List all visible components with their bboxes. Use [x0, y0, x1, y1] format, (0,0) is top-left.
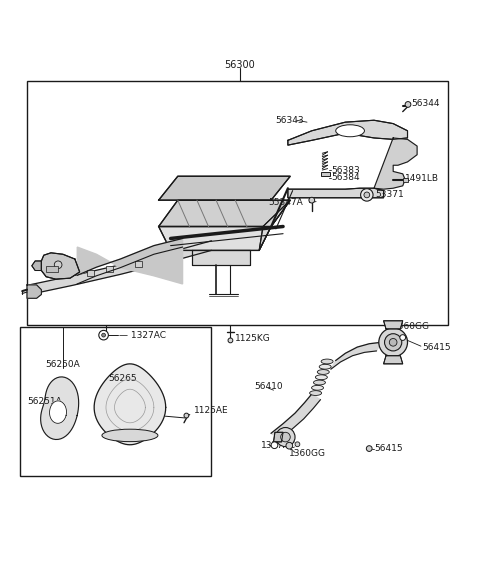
Text: 56344: 56344 [411, 99, 439, 107]
Polygon shape [158, 227, 271, 251]
Polygon shape [41, 253, 80, 279]
Circle shape [286, 443, 293, 449]
Polygon shape [288, 120, 408, 145]
Ellipse shape [321, 359, 333, 364]
Bar [106, 266, 113, 272]
Ellipse shape [312, 386, 324, 390]
Text: 56384: 56384 [331, 173, 360, 182]
Bar [322, 173, 330, 176]
Polygon shape [158, 200, 290, 227]
Text: 53371: 53371 [375, 190, 404, 200]
Polygon shape [384, 356, 403, 364]
Polygon shape [158, 176, 290, 200]
Polygon shape [274, 432, 283, 442]
Polygon shape [259, 200, 290, 251]
Text: 56300: 56300 [225, 60, 255, 70]
Text: 1360GG: 1360GG [393, 322, 430, 330]
Polygon shape [331, 342, 381, 369]
Bar [46, 266, 58, 272]
Text: 1360GG: 1360GG [289, 449, 326, 458]
Ellipse shape [102, 429, 158, 441]
Text: — 1327AC: — 1327AC [120, 330, 167, 340]
Circle shape [271, 442, 278, 448]
Ellipse shape [313, 380, 325, 385]
Circle shape [309, 197, 315, 203]
Text: 56343: 56343 [275, 116, 303, 125]
Circle shape [400, 335, 406, 340]
Polygon shape [288, 188, 384, 198]
Polygon shape [374, 138, 417, 189]
Text: 55347A: 55347A [269, 198, 303, 207]
Circle shape [295, 442, 300, 447]
Circle shape [228, 338, 233, 343]
Ellipse shape [310, 391, 322, 396]
Polygon shape [271, 394, 321, 439]
Bar [87, 270, 94, 276]
Bar [135, 261, 142, 267]
Circle shape [54, 261, 62, 269]
Circle shape [360, 188, 373, 201]
Circle shape [405, 102, 411, 107]
Text: 1125KG: 1125KG [235, 333, 271, 342]
Polygon shape [29, 241, 211, 295]
Circle shape [281, 432, 290, 442]
Text: 56410: 56410 [254, 382, 283, 392]
Text: 56251A: 56251A [27, 397, 62, 406]
Ellipse shape [317, 370, 329, 375]
Bar [403, 178, 408, 181]
Text: 1125AE: 1125AE [193, 406, 228, 415]
Text: 1491LB: 1491LB [405, 174, 439, 183]
Text: 56415: 56415 [422, 343, 451, 352]
Text: 56383: 56383 [331, 166, 360, 175]
Circle shape [389, 339, 397, 346]
Circle shape [99, 330, 108, 340]
Circle shape [366, 446, 372, 451]
Circle shape [184, 413, 189, 418]
Polygon shape [192, 251, 250, 265]
Ellipse shape [336, 125, 364, 137]
Bar [27, 80, 448, 325]
Polygon shape [77, 238, 182, 284]
Bar [20, 327, 211, 476]
Circle shape [276, 427, 295, 447]
Circle shape [364, 192, 370, 198]
Polygon shape [32, 261, 41, 271]
Circle shape [102, 333, 106, 337]
Text: 56250A: 56250A [46, 360, 80, 369]
Polygon shape [41, 377, 79, 440]
Polygon shape [384, 321, 403, 329]
Ellipse shape [315, 375, 327, 380]
Text: 56265: 56265 [108, 374, 137, 383]
Text: 1327AC: 1327AC [261, 441, 296, 450]
Polygon shape [94, 364, 166, 445]
Circle shape [379, 328, 408, 357]
Text: 56415: 56415 [374, 444, 403, 453]
Circle shape [384, 333, 402, 351]
Ellipse shape [319, 365, 331, 369]
Polygon shape [49, 401, 67, 423]
Polygon shape [27, 285, 41, 298]
